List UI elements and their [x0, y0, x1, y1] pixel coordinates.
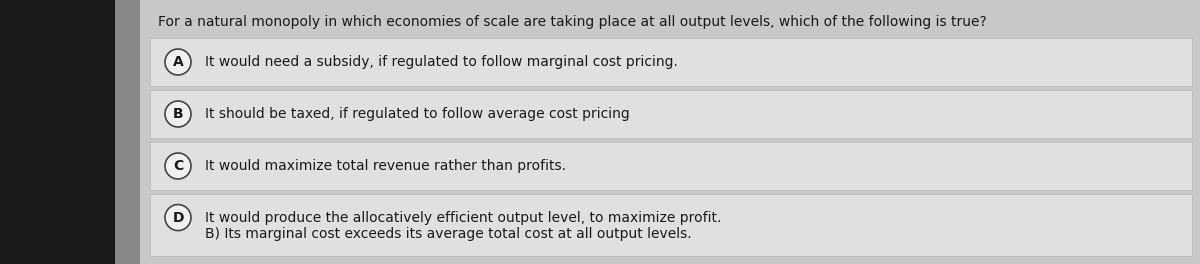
Text: B: B — [173, 107, 184, 121]
Ellipse shape — [166, 49, 191, 75]
Ellipse shape — [166, 101, 191, 127]
Bar — [150, 142, 1192, 190]
Ellipse shape — [166, 205, 191, 230]
Ellipse shape — [166, 153, 191, 179]
Bar — [150, 194, 1192, 256]
Text: For a natural monopoly in which economies of scale are taking place at all outpu: For a natural monopoly in which economie… — [158, 15, 986, 29]
Text: B) Its marginal cost exceeds its average total cost at all output levels.: B) Its marginal cost exceeds its average… — [205, 227, 691, 241]
Bar — [150, 90, 1192, 138]
Bar — [0, 0, 115, 264]
Bar — [150, 38, 1192, 86]
Text: It should be taxed, if regulated to follow average cost pricing: It should be taxed, if regulated to foll… — [205, 107, 630, 121]
Text: D: D — [173, 211, 184, 225]
Text: C: C — [173, 159, 184, 173]
Text: It would need a subsidy, if regulated to follow marginal cost pricing.: It would need a subsidy, if regulated to… — [205, 55, 678, 69]
Bar — [115, 0, 140, 264]
Text: A: A — [173, 55, 184, 69]
Text: It would maximize total revenue rather than profits.: It would maximize total revenue rather t… — [205, 159, 566, 173]
Text: It would produce the allocatively efficient output level, to maximize profit.: It would produce the allocatively effici… — [205, 211, 721, 225]
